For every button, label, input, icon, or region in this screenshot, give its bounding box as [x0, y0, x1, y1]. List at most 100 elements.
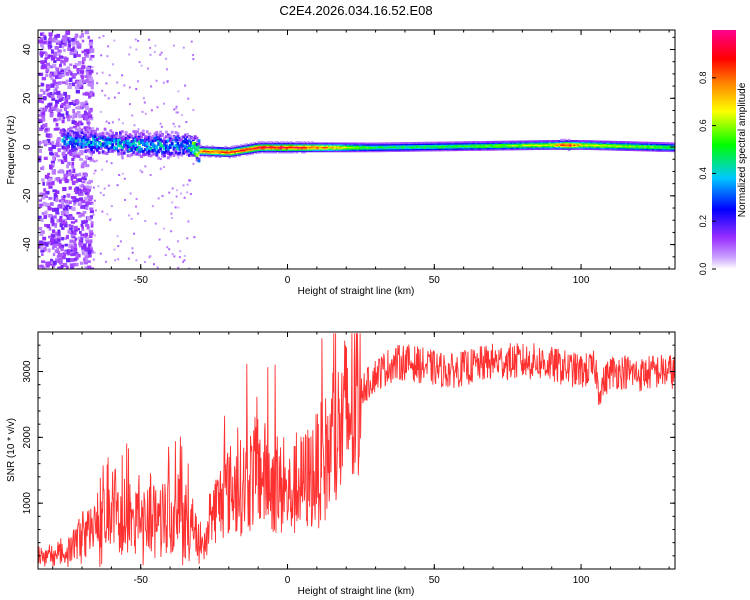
heatmap-cell	[510, 140, 513, 143]
heatmap-noise-cell	[134, 38, 137, 41]
heatmap-noise-cell	[157, 197, 160, 200]
heatmap-cell	[339, 146, 343, 149]
heatmap-cell	[312, 143, 316, 146]
heatmap-noise-cell	[89, 57, 93, 61]
heatmap-cell	[166, 152, 170, 156]
heatmap-cell	[253, 142, 256, 144]
heatmap-noise-cell	[75, 253, 79, 258]
heatmap-noise-cell	[64, 94, 68, 100]
heatmap-cell	[326, 147, 329, 150]
heatmap-cell	[483, 143, 487, 146]
heatmap-cell	[291, 143, 295, 146]
heatmap-noise-cell	[121, 122, 124, 125]
heatmap-cell	[623, 146, 627, 149]
heatmap-cell	[600, 147, 604, 149]
heatmap-cell	[191, 141, 195, 145]
heatmap-cell	[130, 148, 134, 152]
heatmap-cell	[437, 142, 441, 145]
heatmap-cell	[395, 147, 398, 150]
heatmap-cell	[596, 141, 600, 144]
heatmap-cell	[107, 147, 111, 151]
heatmap-cell	[90, 149, 94, 153]
heatmap-cell	[105, 131, 109, 135]
heatmap-cell	[665, 142, 669, 145]
heatmap-cell	[234, 154, 237, 157]
heatmap-cell	[519, 143, 523, 146]
heatmap-cell	[615, 144, 619, 147]
heatmap-cell	[552, 142, 556, 145]
heatmap-cell	[174, 131, 178, 135]
heatmap-noise-cell	[81, 57, 86, 62]
heatmap-cell	[552, 147, 556, 150]
heatmap-cell	[477, 144, 481, 147]
heatmap-cell	[573, 145, 577, 148]
heatmap-cell	[467, 142, 471, 145]
heatmap-cell	[400, 149, 404, 152]
heatmap-noise-cell	[88, 243, 92, 247]
heatmap-cell	[466, 142, 469, 145]
heatmap-noise-cell	[58, 116, 62, 121]
heatmap-noise-cell	[73, 115, 78, 119]
heatmap-cell	[429, 141, 433, 144]
heatmap-cell	[327, 150, 331, 153]
heatmap-cell	[377, 142, 381, 145]
heatmap-cell	[314, 146, 318, 149]
heatmap-cell	[212, 149, 216, 152]
heatmap-cell	[448, 145, 452, 148]
heatmap-cell	[297, 143, 301, 146]
heatmap-cell	[471, 146, 475, 149]
heatmap-cell	[414, 144, 418, 147]
heatmap-cell	[324, 149, 327, 151]
heatmap-cell	[209, 150, 212, 153]
heatmap-cell	[406, 142, 410, 144]
heatmap-noise-cell	[101, 210, 104, 213]
heatmap-cell	[147, 135, 151, 139]
heatmap-noise-cell	[76, 67, 80, 72]
heatmap-cell	[234, 145, 237, 148]
heatmap-cell	[393, 150, 396, 152]
heatmap-cell	[293, 150, 297, 153]
heatmap-cell	[293, 147, 297, 150]
y-tick-label: -20	[22, 188, 33, 203]
heatmap-noise-cell	[43, 64, 48, 69]
heatmap-cell	[354, 145, 358, 148]
heatmap-noise-cell	[137, 39, 140, 42]
x-tick-label: 100	[573, 275, 590, 286]
heatmap-cell	[533, 144, 536, 147]
heatmap-cell	[247, 148, 251, 151]
heatmap-cell	[586, 142, 590, 145]
heatmap-cell	[458, 146, 462, 149]
heatmap-cell	[94, 142, 97, 146]
heatmap-cell	[303, 146, 306, 149]
heatmap-cell	[297, 150, 301, 153]
heatmap-cell	[473, 141, 477, 144]
x-tick-label: 100	[573, 575, 590, 586]
heatmap-noise-cell	[56, 90, 61, 95]
heatmap-cell	[423, 141, 427, 144]
heatmap-cell	[410, 142, 414, 144]
heatmap-noise-cell	[85, 233, 89, 237]
heatmap-noise-cell	[131, 247, 134, 250]
heatmap-noise-cell	[49, 142, 54, 145]
heatmap-cell	[573, 147, 577, 150]
heatmap-cell	[297, 145, 301, 148]
heatmap-cell	[94, 135, 97, 139]
heatmap-cell	[272, 151, 276, 154]
heatmap-cell	[588, 146, 592, 149]
heatmap-noise-cell	[52, 244, 57, 248]
heatmap-cell	[657, 144, 661, 147]
heatmap-cell	[101, 136, 105, 140]
heatmap-cell	[527, 148, 531, 151]
heatmap-cell	[360, 147, 364, 150]
heatmap-cell	[314, 149, 318, 151]
heatmap-cell	[78, 134, 82, 138]
heatmap-cell	[335, 149, 339, 151]
heatmap-cell	[268, 146, 272, 149]
heatmap-cell	[452, 145, 456, 148]
heatmap-cell	[345, 149, 349, 151]
heatmap-cell	[107, 135, 111, 139]
heatmap-cell	[573, 141, 577, 144]
heatmap-cell	[483, 148, 487, 151]
heatmap-noise-cell	[42, 51, 47, 54]
heatmap-cell	[496, 147, 500, 150]
